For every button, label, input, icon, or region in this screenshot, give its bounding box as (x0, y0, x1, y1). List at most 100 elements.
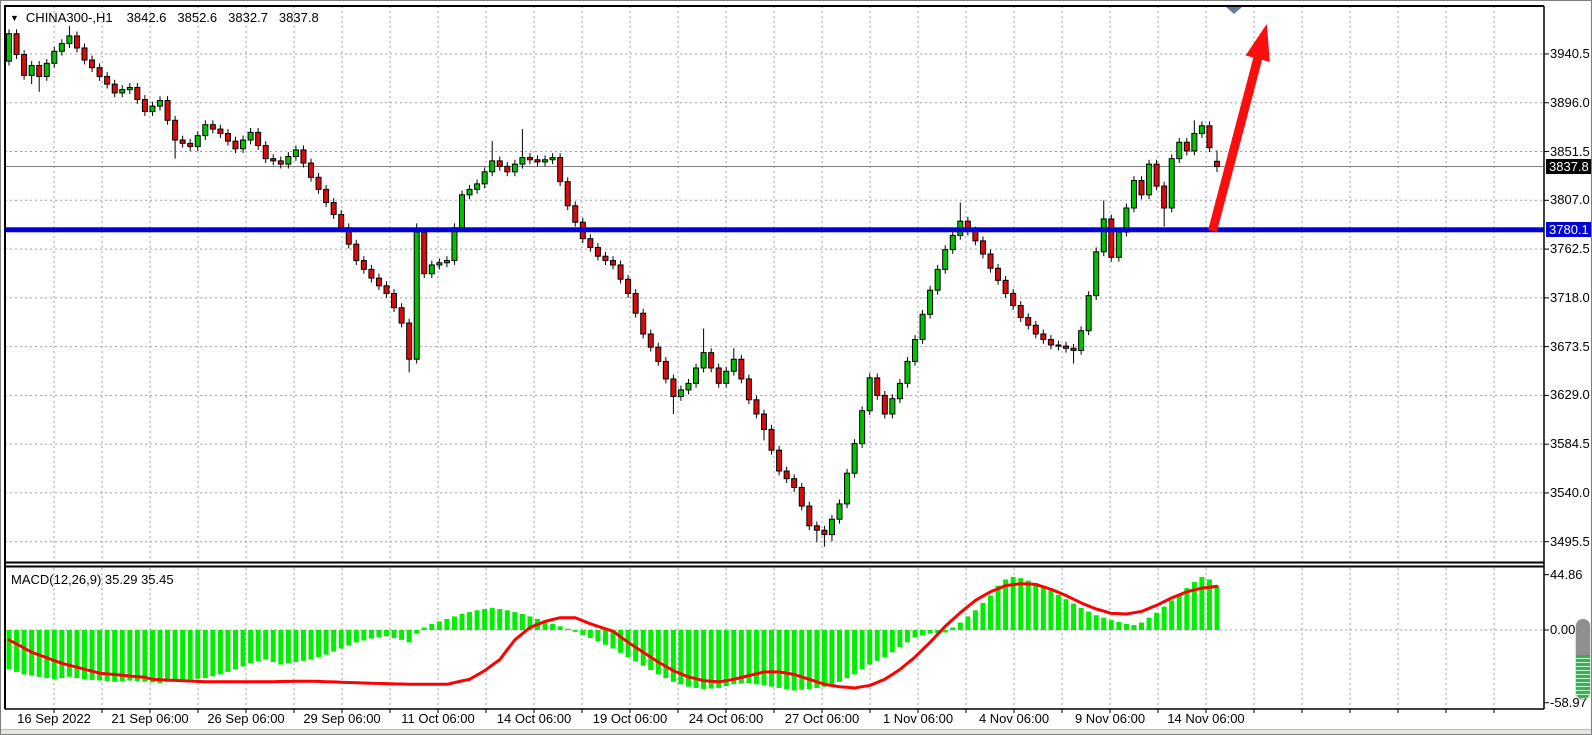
macd-histogram-bar (82, 630, 87, 680)
macd-histogram-bar (391, 630, 397, 639)
candle-body (179, 139, 186, 144)
candle-body (141, 98, 148, 113)
candle-body (700, 352, 707, 369)
candle-body (1010, 292, 1017, 307)
candle-body (708, 352, 715, 369)
candle-body (255, 131, 262, 147)
candle-body (798, 486, 805, 507)
macd-histogram-bar (972, 610, 978, 630)
candle-body (323, 188, 330, 204)
candle-body (768, 428, 775, 451)
macd-histogram-bar (867, 630, 873, 665)
candle-body (927, 289, 934, 315)
time-axis-label: 14 Nov 06:00 (1167, 711, 1245, 726)
macd-histogram-bar (1191, 581, 1197, 630)
candle-body (511, 163, 518, 173)
macd-histogram-bar (587, 630, 593, 639)
candle-body (1093, 251, 1100, 297)
candle-body (972, 230, 979, 242)
macd-histogram-bar (769, 630, 775, 687)
candle-body (28, 65, 35, 76)
macd-histogram-bar (240, 630, 246, 667)
candle-body (896, 382, 903, 400)
macd-histogram-bar (134, 630, 140, 682)
candle-body (753, 399, 760, 415)
macd-histogram-bar (723, 630, 729, 687)
macd-axis-label: 0.00 (1550, 622, 1576, 637)
candle-body (496, 160, 503, 167)
macd-histogram-bar (436, 621, 442, 630)
scroll-indicator-widget[interactable] (1576, 619, 1590, 699)
candle-body (262, 145, 269, 160)
macd-histogram-bar (406, 630, 412, 643)
candle-body (89, 59, 96, 69)
candle-body (466, 188, 473, 196)
macd-histogram-bar (1093, 615, 1099, 630)
symbol-dropdown-icon[interactable]: ▼ (10, 13, 19, 23)
macd-histogram-bar (270, 630, 276, 663)
macd-histogram-bar (814, 630, 820, 688)
candle-body (224, 132, 231, 142)
candle-body (285, 155, 292, 165)
macd-histogram-bar (300, 630, 306, 661)
scroll-grip (1576, 619, 1590, 655)
candle-body (232, 140, 239, 150)
macd-histogram-bar (648, 630, 654, 671)
macd-histogram-bar (308, 630, 314, 660)
candle-body (836, 503, 843, 520)
macd-histogram-bar (663, 630, 669, 679)
candle-body (489, 160, 496, 173)
candle-body (572, 205, 579, 223)
macd-histogram-bar (157, 630, 163, 684)
macd-histogram-bar (1154, 612, 1160, 630)
candle-body (526, 157, 533, 161)
macd-histogram-bar (1123, 623, 1129, 630)
time-axis-label: 4 Nov 06:00 (978, 711, 1050, 726)
candle-body (889, 398, 896, 415)
macd-histogram-bar (1003, 579, 1009, 630)
candle-body (270, 158, 277, 162)
candle-body (202, 124, 209, 137)
macd-histogram-bar (1078, 607, 1084, 630)
macd-histogram-bar (912, 630, 918, 638)
symbol-title: CHINA300-,H1 (25, 10, 113, 25)
candle-body (912, 338, 918, 362)
candle-body (1055, 344, 1062, 347)
macd-histogram-bar (565, 628, 571, 630)
chart-shift-marker-icon[interactable] (1226, 7, 1242, 14)
macd-histogram-bar (618, 630, 624, 653)
candle-body (1002, 279, 1009, 294)
macd-histogram-bar (504, 610, 510, 630)
candle-body (791, 478, 798, 488)
macd-histogram-bar (180, 630, 186, 680)
candle-body (474, 183, 481, 190)
candle-body (866, 377, 873, 412)
macd-histogram-bar (950, 627, 956, 630)
candle-body (330, 202, 337, 216)
macd-histogram-bar (821, 630, 827, 687)
macd-histogram-bar (353, 630, 359, 643)
price-axis-label: 3762.5 (1550, 241, 1590, 257)
candle-body (368, 268, 375, 279)
candle-body (398, 307, 405, 324)
macd-histogram-bar (693, 630, 699, 688)
macd-histogram-bar (474, 610, 480, 630)
price-axis-label: 3673.5 (1550, 338, 1590, 354)
time-axis-label: 24 Oct 06:00 (688, 711, 764, 726)
candle-body (436, 262, 443, 266)
candle-body (874, 377, 881, 396)
macd-histogram-bar (127, 630, 133, 681)
candle-body (1198, 125, 1205, 134)
macd-histogram-bar (323, 630, 329, 655)
candle-body (375, 277, 382, 287)
candle-body (353, 243, 360, 262)
price-axis-label: 3940.5 (1550, 46, 1590, 61)
candle-body (934, 268, 941, 291)
candle-body (647, 333, 654, 348)
candle-body (391, 292, 398, 309)
macd-histogram-bar (844, 630, 850, 679)
candle-body (1168, 158, 1175, 209)
candle-body (443, 260, 450, 264)
